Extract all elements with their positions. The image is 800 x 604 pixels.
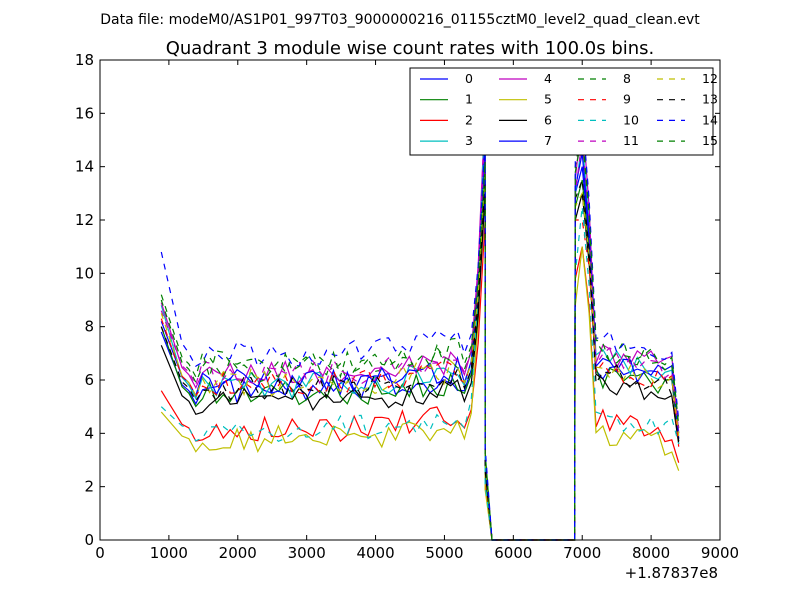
legend-label-4: 4 [544,71,552,86]
legend-label-7: 7 [544,133,552,148]
legend-label-10: 10 [623,112,639,127]
x-tick-label: 2000 [219,544,257,562]
plot-lines [160,102,680,541]
series-line-0 [160,153,680,541]
legend-label-15: 15 [702,133,718,148]
series-line-6 [160,193,680,541]
y-tick-label: 12 [75,211,94,229]
series-line-13 [160,179,680,541]
y-tick-label: 2 [84,478,94,496]
legend-label-6: 6 [544,112,552,127]
chart-title: Quadrant 3 module wise count rates with … [166,38,655,59]
legend-label-14: 14 [702,112,718,127]
legend-label-13: 13 [702,92,718,107]
y-tick-label: 16 [75,104,94,122]
series-line-15 [160,134,680,541]
legend-label-8: 8 [623,71,631,86]
series-line-3 [160,113,680,541]
legend-label-5: 5 [544,92,552,107]
legend-label-12: 12 [702,71,718,86]
legend-label-2: 2 [465,112,473,127]
series-line-12 [160,166,680,541]
series-line-11 [160,126,680,541]
y-tick-label: 18 [75,51,94,69]
legend-label-9: 9 [623,92,631,107]
series-line-4 [160,107,680,541]
plot-frame [99,59,721,541]
legend-label-1: 1 [465,92,473,107]
axes: 0 1000 2000 3000 4000 5000 6000 7000 8000 9000 0 2 4… [75,51,739,562]
y-tick-label: 8 [84,318,94,336]
x-tick-label: 0 [95,544,105,562]
x-tick-label: 5000 [425,544,463,562]
x-tick-label: 3000 [288,544,326,562]
y-tick-label: 10 [75,264,94,282]
legend-box [409,67,714,156]
y-tick-label: 14 [75,158,94,176]
series-line-7 [160,139,680,541]
series-line-14 [160,113,680,541]
legend-label-11: 11 [623,133,639,148]
series-line-10 [160,102,680,541]
x-tick-label: 6000 [494,544,532,562]
x-tick-label: 1000 [150,544,188,562]
y-tick-label: 0 [84,531,94,549]
x-offset-label: +1.87837e8 [625,564,718,582]
legend-label-3: 3 [465,133,473,148]
y-tick-label: 6 [84,371,94,389]
x-tick-label: 7000 [563,544,601,562]
series-line-5 [160,153,680,541]
chart-suptitle: Data file: modeM0/AS1P01_997T03_90000002… [100,12,700,28]
series-line-2 [160,219,680,541]
series-line-9 [160,166,680,541]
x-tick-label: 9000 [701,544,739,562]
x-tick-label: 4000 [356,544,394,562]
series-line-8 [160,126,680,541]
x-tick-label: 8000 [632,544,670,562]
legend-label-0: 0 [465,71,473,86]
y-tick-label: 4 [84,424,94,442]
